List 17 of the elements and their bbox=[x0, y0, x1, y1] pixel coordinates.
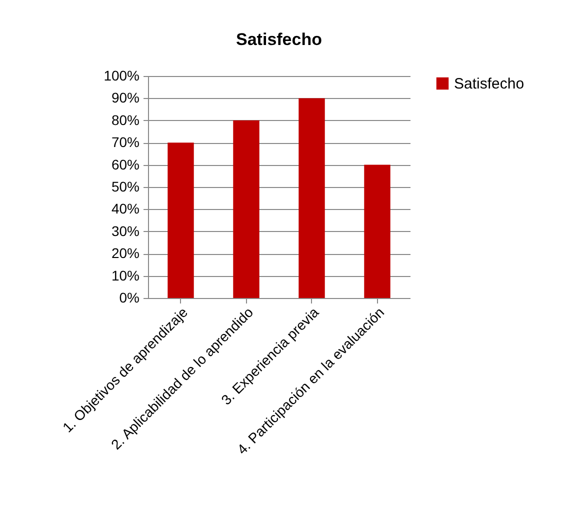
bar bbox=[233, 120, 260, 298]
y-tick-label: 80% bbox=[111, 112, 140, 128]
y-tick-label: 30% bbox=[111, 222, 140, 239]
y-tick-label: 40% bbox=[111, 200, 140, 217]
bar bbox=[364, 164, 390, 298]
y-tick-label: 70% bbox=[111, 134, 140, 150]
y-tick-label: 100% bbox=[104, 68, 140, 84]
y-tick-label: 60% bbox=[111, 156, 140, 172]
y-tick-label: 90% bbox=[111, 90, 140, 106]
bar bbox=[298, 98, 325, 298]
bar bbox=[168, 142, 194, 298]
y-tick-label: 10% bbox=[111, 267, 140, 284]
y-tick-label: 50% bbox=[111, 178, 140, 194]
legend-label: Satisfecho bbox=[454, 76, 524, 92]
y-tick-label: 20% bbox=[111, 245, 140, 262]
chart-title: Satisfecho bbox=[236, 30, 322, 49]
y-tick-label: 0% bbox=[119, 290, 140, 306]
